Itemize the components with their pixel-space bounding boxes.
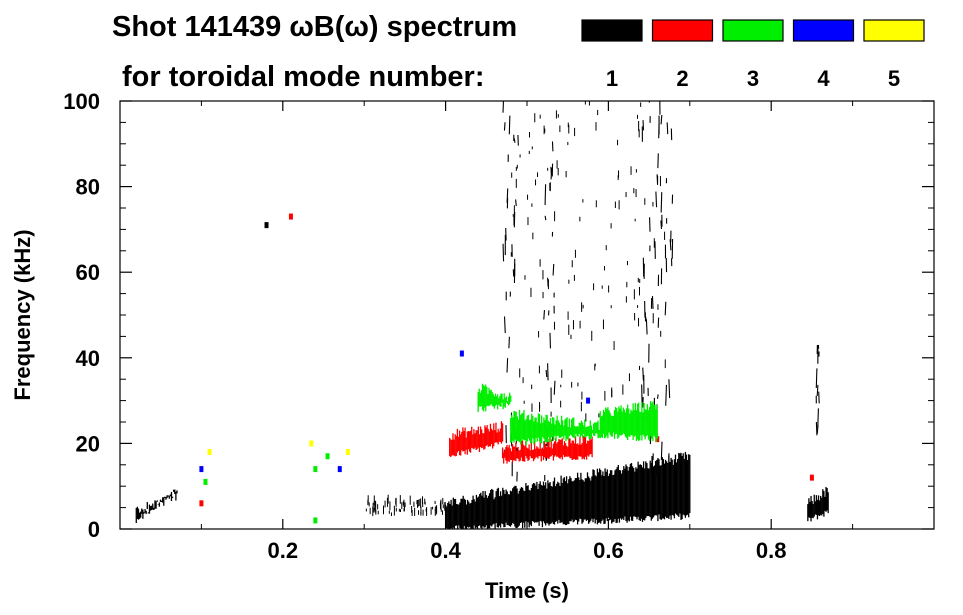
title-line-1: Shot 141439 ωB(ω) spectrum <box>112 11 517 43</box>
streak-mark <box>816 384 819 397</box>
dot-mark <box>203 478 208 485</box>
dot-mark <box>809 474 814 481</box>
streak-mark <box>664 301 667 316</box>
spectrum-marks <box>135 101 829 529</box>
streak-mark <box>656 394 659 399</box>
legend-label-mode-1: 1 <box>606 66 618 91</box>
legend-swatch-mode-5 <box>863 19 925 42</box>
dot-mark <box>586 397 591 404</box>
x-tick-label: 0.6 <box>593 538 624 563</box>
series-mode-5 <box>207 440 350 455</box>
streak-mark <box>543 310 546 320</box>
y-tick-label: 100 <box>63 89 100 114</box>
streak-mark <box>652 471 655 486</box>
streak-mark <box>660 115 663 125</box>
y-tick-label: 80 <box>76 175 100 200</box>
legend-swatch-mode-1 <box>581 19 643 42</box>
streak-mark <box>508 336 510 349</box>
streak-mark <box>668 379 671 399</box>
streak-mark <box>654 461 657 476</box>
streak-mark <box>506 188 509 203</box>
streak-mark <box>544 184 547 205</box>
streak-mark <box>552 263 555 276</box>
streak-mark <box>515 199 517 207</box>
dot-mark <box>313 466 318 473</box>
dot-mark <box>459 350 464 357</box>
streak-mark <box>506 358 509 373</box>
streak-mark <box>815 421 818 436</box>
streak-mark <box>815 368 818 389</box>
streak-mark <box>553 380 556 395</box>
dot-mark <box>264 222 269 229</box>
x-tick-label: 0.4 <box>430 538 461 563</box>
y-tick-label: 20 <box>76 431 100 456</box>
dot-mark <box>337 466 342 473</box>
dot-mark <box>207 448 212 455</box>
legend: 1 2 3 4 5 <box>581 19 925 91</box>
dot-mark <box>309 440 314 447</box>
legend-label-mode-3: 3 <box>747 66 759 91</box>
streak-mark <box>503 122 506 131</box>
streak-mark <box>666 122 669 135</box>
legend-label-mode-4: 4 <box>817 66 830 91</box>
series-mode-3 <box>203 383 658 524</box>
streak-mark <box>503 316 506 334</box>
streak-mark <box>544 215 547 221</box>
dot-mark <box>313 517 318 524</box>
dot-mark <box>325 453 330 460</box>
dot-mark <box>199 500 204 507</box>
streak-mark <box>817 408 819 428</box>
dot-mark <box>199 466 204 473</box>
y-tick-label: 60 <box>76 260 100 285</box>
dot-mark <box>288 213 293 220</box>
legend-label-mode-2: 2 <box>676 66 688 91</box>
dot-mark <box>655 436 660 443</box>
streak-mark <box>651 296 654 309</box>
plot-frame <box>119 100 935 530</box>
y-tick-label: 0 <box>88 517 100 542</box>
legend-swatch-mode-3 <box>722 19 784 42</box>
streak-mark <box>660 192 663 213</box>
legend-swatch-mode-2 <box>651 19 714 42</box>
y-axis-label: Frequency (kHz) <box>10 229 35 400</box>
series-mode-4 <box>199 350 591 473</box>
streak-mark <box>660 220 663 230</box>
x-tick-label: 0.2 <box>268 538 299 563</box>
streak-mark <box>545 369 548 378</box>
title-line-2: for toroidal mode number: <box>122 61 485 93</box>
y-tick-label: 40 <box>76 346 100 371</box>
streak-mark <box>645 319 648 335</box>
streak-mark <box>655 191 658 208</box>
x-tick-label: 0.8 <box>756 538 787 563</box>
streak-mark <box>665 384 667 406</box>
streak-mark <box>508 115 511 135</box>
series-mode-2 <box>199 213 814 507</box>
streak-mark <box>816 424 819 434</box>
series-mode-1 <box>135 101 829 529</box>
dot-mark <box>345 448 350 455</box>
streak-mark <box>660 441 663 460</box>
legend-swatch-mode-4 <box>792 19 855 42</box>
axis-ticks: 0.2 0.4 0.6 0.8 0 20 40 60 80 100 <box>63 89 934 563</box>
legend-label-mode-5: 5 <box>888 66 900 91</box>
x-axis-label: Time (s) <box>485 578 569 603</box>
